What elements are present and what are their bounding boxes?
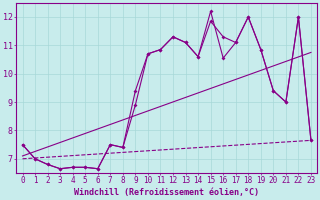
X-axis label: Windchill (Refroidissement éolien,°C): Windchill (Refroidissement éolien,°C) bbox=[74, 188, 259, 197]
